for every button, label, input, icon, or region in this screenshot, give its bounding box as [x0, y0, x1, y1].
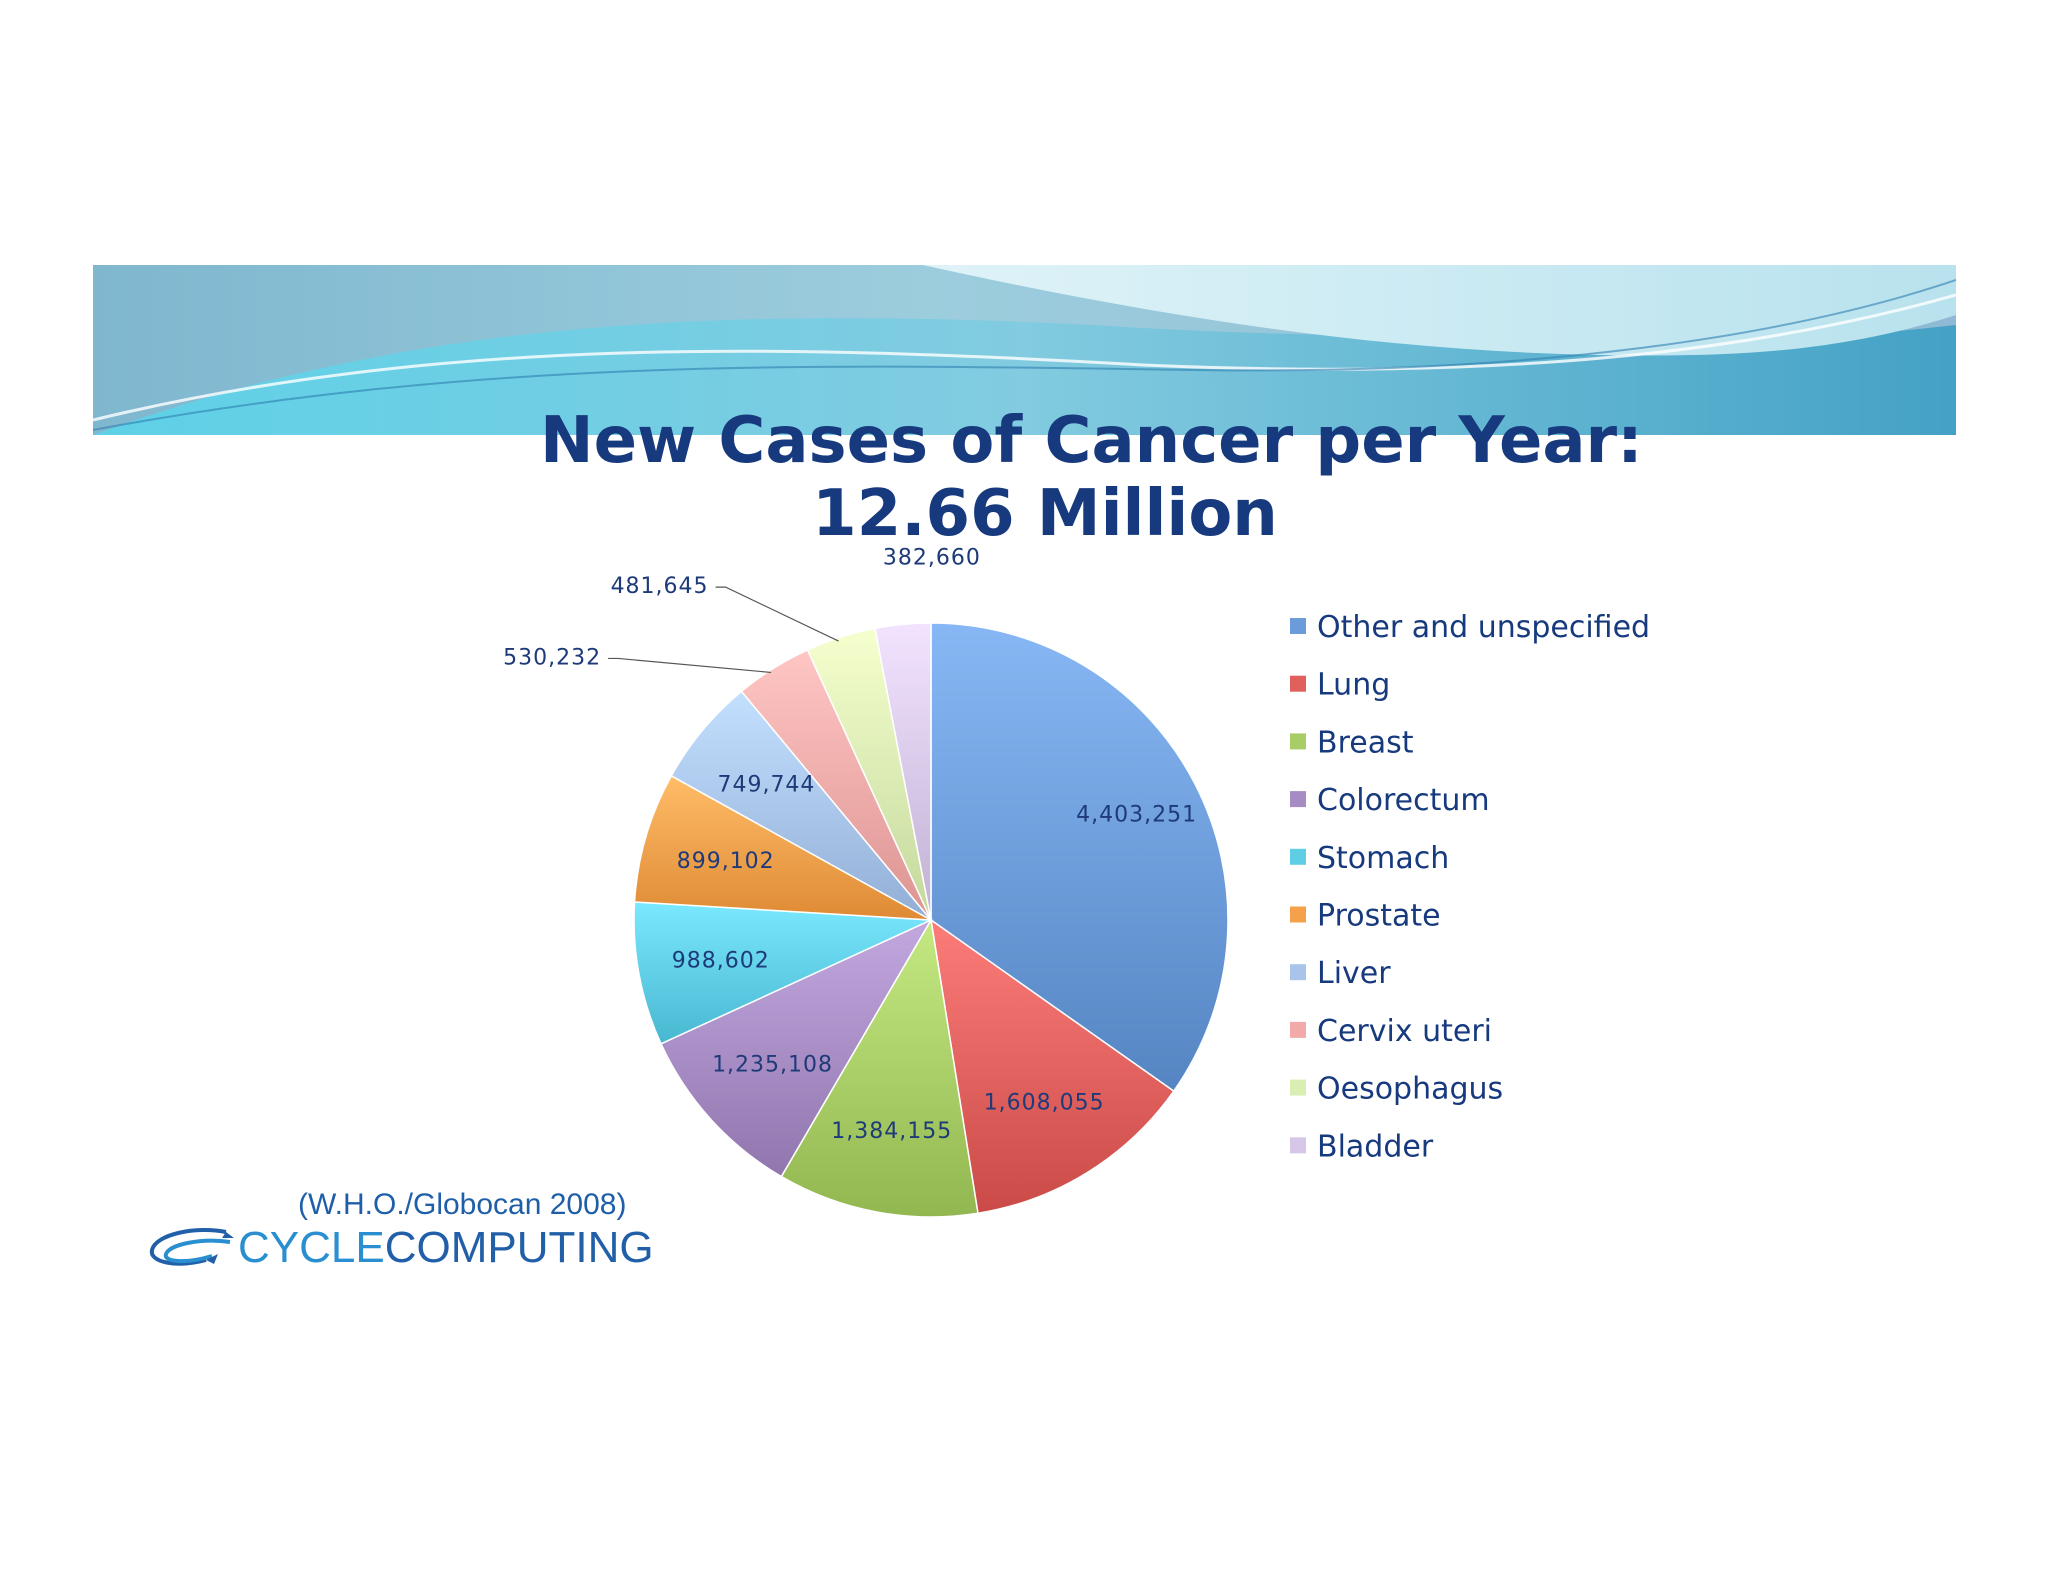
legend-entry-label: Oesophagus [1317, 1072, 1503, 1107]
cyclecomputing-logo: CYCLECOMPUTING [146, 1220, 666, 1278]
legend-entry-label: Breast [1317, 725, 1414, 760]
legend-swatch [1290, 618, 1306, 634]
legend-swatch [1290, 1021, 1306, 1038]
pie-chart: 4,403,251 1,608,055 1,384,155 1,235,108 988,… [503, 545, 1650, 1218]
legend-swatch [1290, 964, 1306, 981]
slice-value-label: 530,232 [503, 645, 601, 670]
leader-line [608, 657, 772, 674]
legend-entry-label: Liver [1317, 956, 1391, 991]
leader-line [715, 586, 839, 642]
logo-text-computing: COMPUTING [384, 1223, 654, 1272]
slice-value-label: 1,608,055 [984, 1090, 1105, 1115]
logo-wordmark: CYCLECOMPUTING [238, 1222, 654, 1274]
legend-swatch [1290, 675, 1306, 692]
pie-slice-colorectum [660, 918, 933, 1178]
legend-swatch [1290, 1137, 1306, 1154]
legend-entry-label: Stomach [1317, 841, 1449, 876]
legend-entry-label: Colorectum [1317, 783, 1490, 818]
pie-slice-breast [780, 917, 979, 1218]
slice-value-label: 1,384,155 [831, 1119, 952, 1144]
slice-value-label: 749,744 [717, 772, 815, 797]
pie-slice-other-and-unspecified [930, 622, 1229, 1093]
legend-entry-label: Bladder [1317, 1129, 1434, 1164]
pie-slice-bladder [874, 622, 932, 921]
legend-entry-label: Cervix uteri [1317, 1014, 1492, 1049]
source-citation: (W.H.O./Globocan 2008) [298, 1188, 627, 1221]
slice-value-label: 382,660 [883, 545, 981, 570]
slice-value-label: 4,403,251 [1076, 802, 1197, 827]
slice-value-label: 988,602 [672, 948, 770, 973]
pie-slices [633, 622, 1229, 1218]
chart-title-line-1: New Cases of Cancer per Year: [540, 404, 1643, 478]
legend-entry-label: Prostate [1317, 899, 1441, 934]
legend-swatch [1290, 848, 1306, 865]
legend-swatch [1290, 733, 1306, 750]
legend-swatch [1290, 906, 1306, 923]
chart-title-line-2: 12.66 Million [812, 477, 1278, 551]
legend-entry-label: Lung [1317, 668, 1390, 703]
pie-slice-lung [929, 918, 1175, 1215]
chart-legend: Other and unspecified Lung Breast Colorectu… [1290, 610, 1650, 1164]
slice-value-label: 481,645 [611, 574, 709, 599]
slice-value-label: 1,235,108 [712, 1053, 833, 1078]
pie-slice-prostate [633, 774, 932, 921]
legend-entry-label: Other and unspecified [1317, 610, 1650, 645]
legend-swatch [1290, 791, 1306, 808]
pie-data-labels: 4,403,251 1,608,055 1,384,155 1,235,108 988,… [503, 545, 1197, 1144]
slice-value-label: 899,102 [677, 849, 775, 874]
legend-swatch [1290, 1079, 1306, 1096]
logo-swoosh-icon [149, 1228, 234, 1266]
logo-text-cycle: CYCLE [238, 1223, 385, 1272]
header-wave-banner [93, 265, 1956, 435]
pie-slice-stomach [633, 901, 932, 1045]
